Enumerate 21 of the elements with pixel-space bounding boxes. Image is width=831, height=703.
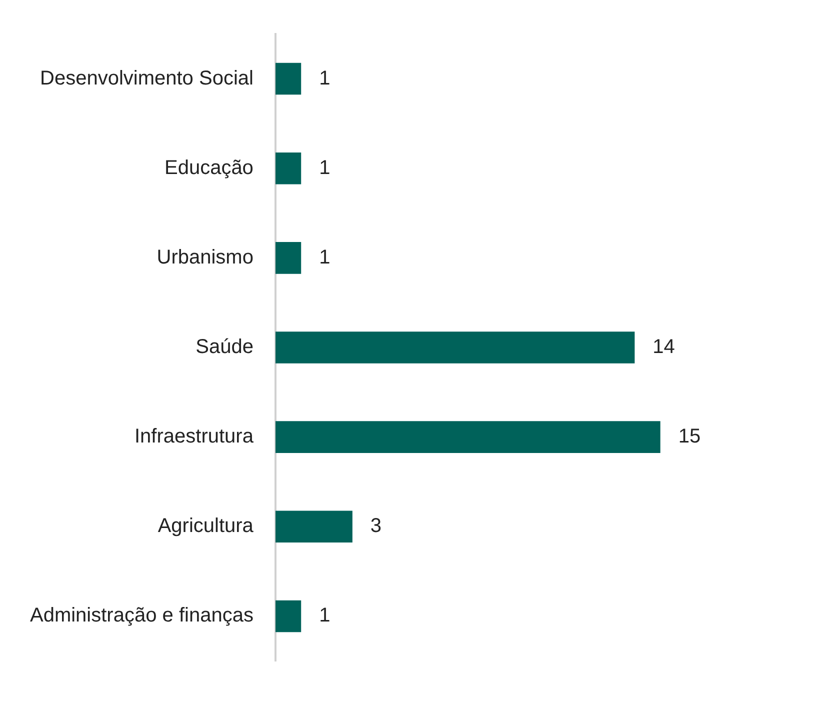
data-label: 1 (319, 67, 330, 90)
data-label: 15 (678, 426, 701, 448)
data-label: 1 (319, 156, 330, 179)
y-tick-label: Desenvolvimento Social (40, 67, 254, 90)
data-label: 14 (652, 336, 675, 358)
bar (275, 62, 302, 95)
data-label: 1 (319, 604, 330, 627)
y-tick-label: Educação (164, 156, 254, 179)
bar (275, 421, 660, 453)
bar (275, 152, 302, 184)
y-tick-label: Administração e finanças (30, 604, 254, 627)
bar (275, 332, 635, 364)
bar (275, 242, 302, 274)
data-label: 3 (370, 515, 382, 538)
data-label: 1 (319, 246, 330, 268)
y-tick-label: Urbanismo (156, 246, 254, 268)
bar (275, 510, 352, 543)
y-tick-label: Agricultura (158, 515, 254, 538)
bar (275, 600, 302, 632)
y-tick-label: Saúde (196, 336, 254, 358)
y-tick-label: Infraestrutura (134, 426, 254, 448)
